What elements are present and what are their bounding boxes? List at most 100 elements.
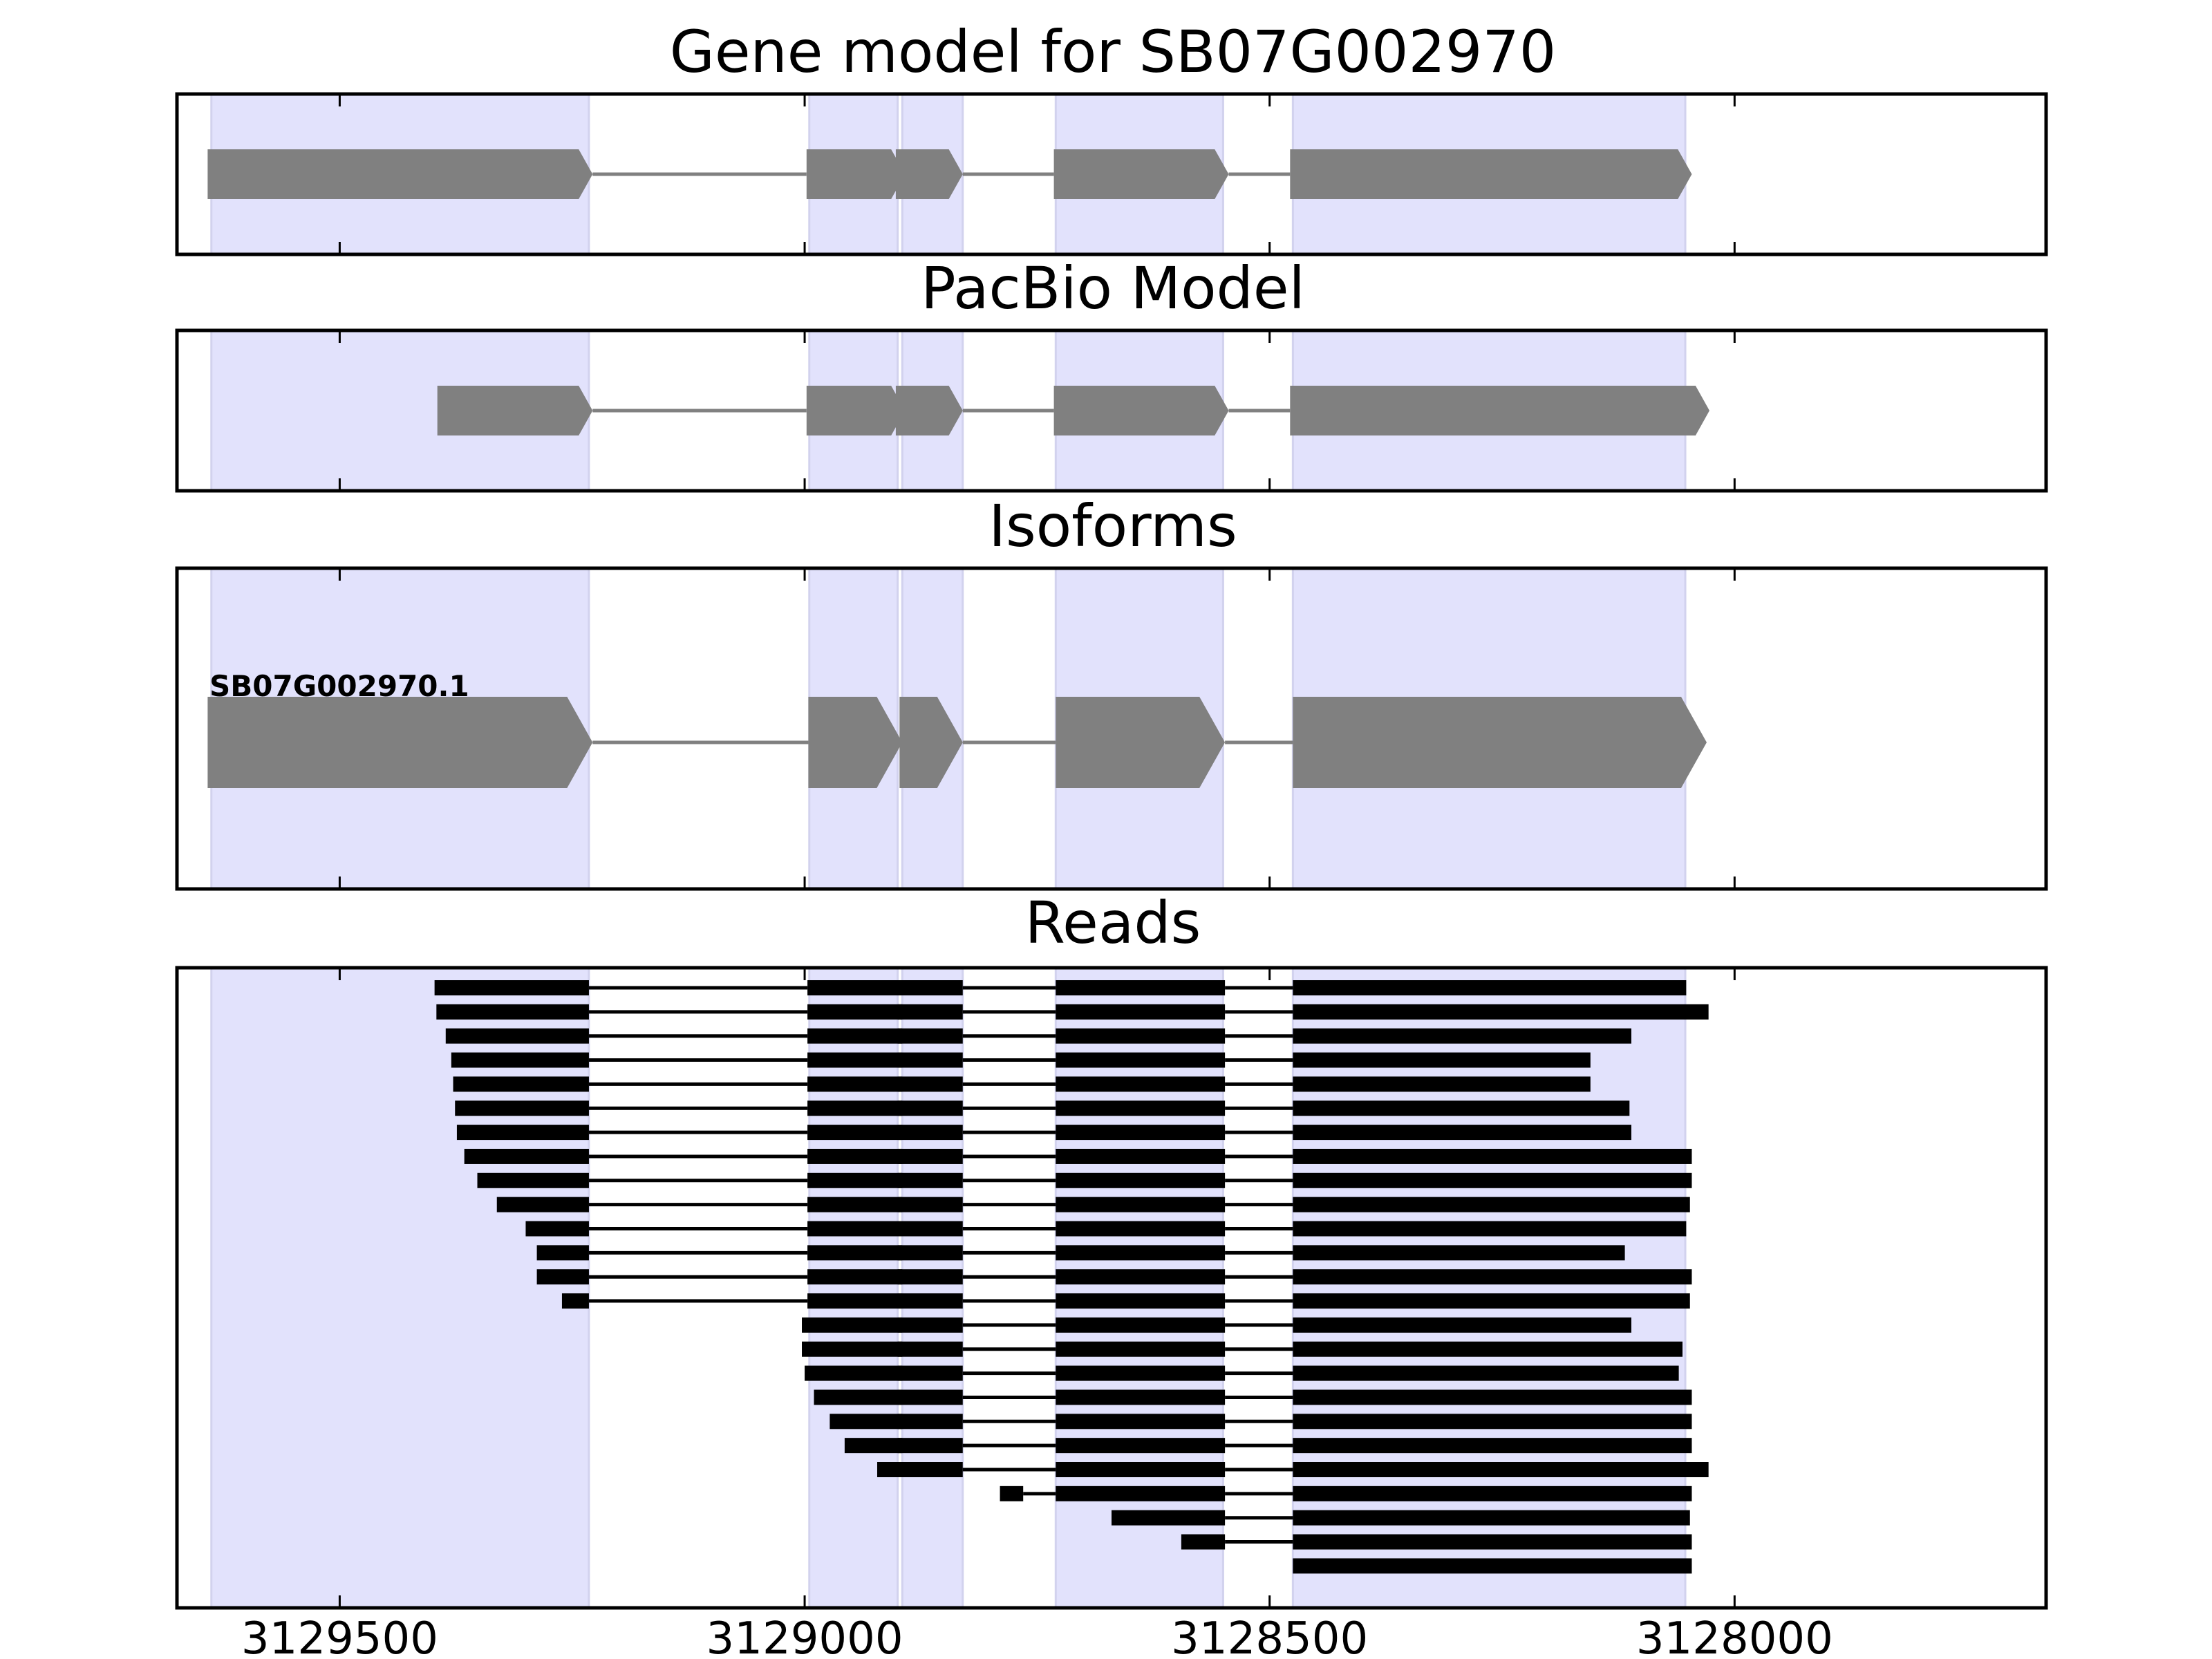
panel-frame [175, 566, 2048, 891]
read-block [464, 1148, 589, 1164]
read-row [877, 1462, 1709, 1477]
read-block [805, 1365, 903, 1381]
read-block [1293, 1197, 1690, 1212]
read-block [897, 1052, 963, 1068]
gene-model-title: Gene model for SB07G002970 [670, 18, 1556, 86]
read-block [525, 1221, 589, 1237]
read-block [897, 1438, 963, 1454]
read-block [897, 1462, 963, 1477]
read-block [1056, 1438, 1226, 1454]
read-block [456, 1125, 589, 1141]
isoform-exon-5 [1293, 697, 1707, 788]
read-block [814, 1389, 903, 1405]
read-block [1056, 1100, 1226, 1116]
read-block [536, 1269, 589, 1285]
read-block [1056, 1052, 1226, 1068]
read-row [1293, 1558, 1692, 1574]
read-block [807, 1221, 903, 1237]
read-block [1293, 1341, 1683, 1357]
read-block [1293, 980, 1687, 995]
isoforms-title: Isoforms [988, 492, 1237, 560]
read-block [1056, 1004, 1226, 1020]
read-block [897, 1341, 963, 1357]
read-row [456, 1125, 1632, 1141]
model-exon-2 [806, 386, 906, 435]
read-block [1056, 1221, 1226, 1237]
read-row [451, 1052, 1591, 1068]
read-block [807, 1269, 903, 1285]
read-block [807, 1245, 903, 1261]
read-block [1293, 1534, 1692, 1550]
read-row [453, 1076, 1591, 1092]
x-tick-label: 3129000 [706, 1613, 903, 1659]
read-block [1000, 1485, 1024, 1501]
read-block [1056, 1317, 1226, 1333]
read-block [1293, 1438, 1692, 1454]
read-row [496, 1197, 1690, 1212]
read-block [1056, 1125, 1226, 1141]
read-block [807, 1100, 903, 1116]
read-row [802, 1317, 1632, 1333]
read-block [536, 1245, 589, 1261]
isoform-exon-4 [1056, 697, 1226, 788]
read-block [1293, 1052, 1591, 1068]
read-row [830, 1414, 1692, 1430]
read-row [1000, 1485, 1692, 1501]
read-block [496, 1197, 589, 1212]
read-block [897, 1148, 963, 1164]
read-block [897, 1076, 963, 1092]
read-block [807, 1148, 903, 1164]
isoform-exon-3 [899, 697, 963, 788]
read-block [561, 1293, 589, 1309]
read-block [434, 980, 589, 995]
read-block [1293, 1172, 1692, 1188]
read-block [807, 1293, 903, 1309]
read-block [1181, 1534, 1226, 1550]
read-block [1293, 1365, 1679, 1381]
read-block [807, 1125, 903, 1141]
read-block [1293, 1462, 1709, 1477]
read-block [807, 1028, 903, 1044]
read-block [455, 1100, 589, 1116]
read-block [1056, 1028, 1226, 1044]
read-block [877, 1462, 903, 1477]
read-block [1056, 1076, 1226, 1092]
read-block [1112, 1510, 1226, 1526]
reads-panel [175, 966, 2048, 1610]
read-block [802, 1317, 903, 1333]
model-exon-5 [1290, 149, 1692, 199]
read-block [1293, 1317, 1632, 1333]
read-block [807, 1172, 903, 1188]
read-row [536, 1269, 1692, 1285]
read-block [1293, 1004, 1709, 1020]
read-row [844, 1438, 1692, 1454]
read-block [1293, 1100, 1630, 1116]
read-block [897, 1100, 963, 1116]
read-block [897, 1245, 963, 1261]
isoforms-panel [175, 566, 2048, 891]
x-tick-label: 3128500 [1171, 1613, 1368, 1659]
read-block [1293, 1076, 1591, 1092]
read-block [844, 1438, 903, 1454]
model-exon-1 [437, 386, 593, 435]
pacbio-model-panel [175, 328, 2048, 493]
model-exon-4 [1053, 149, 1229, 199]
read-row [525, 1221, 1687, 1237]
read-block [897, 1197, 963, 1212]
panel-frame [175, 92, 2048, 256]
read-block [1056, 1269, 1226, 1285]
read-block [1056, 1341, 1226, 1357]
read-row [436, 1004, 1709, 1020]
x-tick-label: 3129500 [241, 1613, 438, 1659]
read-block [897, 1389, 963, 1405]
read-row [477, 1172, 1692, 1188]
read-block [436, 1004, 589, 1020]
read-block [1293, 1293, 1690, 1309]
read-block [1056, 1365, 1226, 1381]
read-row [814, 1389, 1692, 1405]
isoform-exon-1 [207, 697, 593, 788]
model-exon-2 [806, 149, 906, 199]
read-block [897, 1293, 963, 1309]
x-tick-label: 3128000 [1636, 1613, 1833, 1659]
read-block [1056, 1389, 1226, 1405]
